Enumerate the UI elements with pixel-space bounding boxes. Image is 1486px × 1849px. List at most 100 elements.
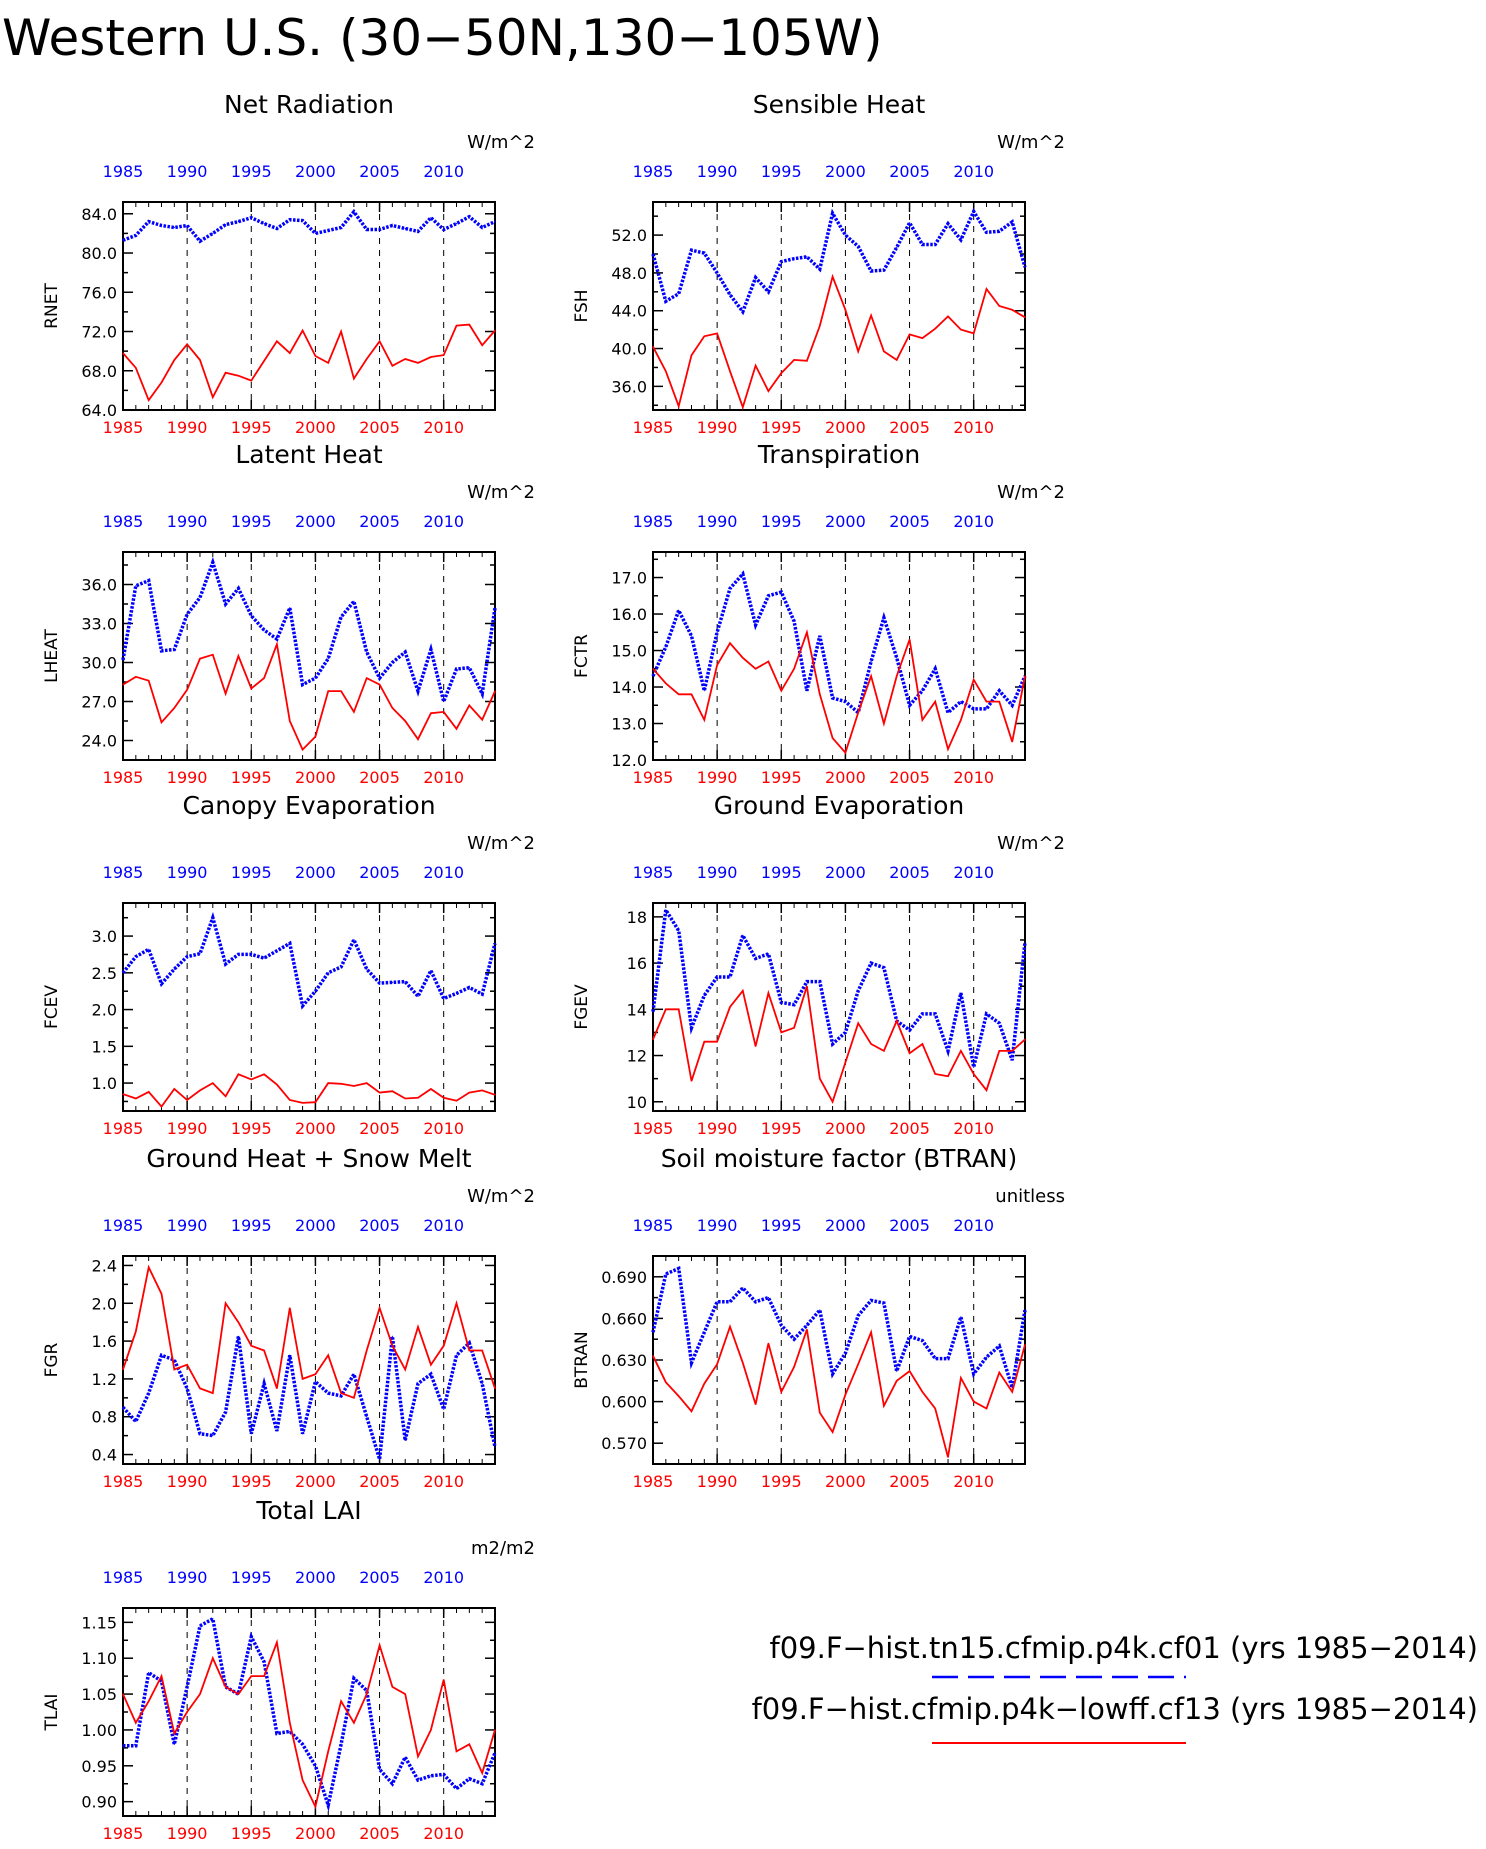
- x-tick-label-bottom: 2010: [953, 418, 994, 437]
- data-point-case1: [908, 704, 911, 706]
- x-tick-label-bottom: 2010: [423, 1824, 464, 1843]
- x-tick-label-bottom: 2000: [295, 1472, 336, 1491]
- data-point-case1: [135, 1745, 137, 1747]
- data-point-case2: [844, 1394, 847, 1396]
- data-point-case1: [481, 993, 483, 995]
- data-point-case2: [767, 992, 770, 994]
- data-point-case1: [417, 995, 419, 997]
- series-line-case2: [122, 640, 496, 752]
- x-tick-label-bottom: 2010: [423, 768, 464, 787]
- x-tick-label-top: 1985: [103, 162, 144, 181]
- data-point-case2: [896, 1020, 898, 1022]
- data-point-case2: [780, 1031, 782, 1034]
- data-point-case2: [703, 1382, 705, 1385]
- data-point-case2: [1024, 1344, 1026, 1346]
- y-tick-label: 36.0: [81, 576, 117, 595]
- data-point-case1: [947, 711, 949, 714]
- data-point-case2: [404, 1368, 406, 1371]
- series-line-case1: [651, 904, 1027, 1068]
- y-tick-label: 0.90: [81, 1793, 117, 1812]
- data-point-case2: [806, 360, 808, 362]
- data-point-case2: [289, 1722, 291, 1724]
- data-point-case2: [160, 381, 163, 384]
- y-tick-label: 30.0: [81, 654, 117, 673]
- data-point-case2: [494, 1387, 496, 1389]
- data-point-case1: [780, 591, 782, 593]
- y-tick-label: 0.4: [92, 1446, 117, 1465]
- data-point-case2: [160, 1293, 163, 1295]
- series-line-case1: [651, 570, 1027, 716]
- data-point-case2: [443, 1679, 445, 1681]
- data-point-case2: [443, 1097, 445, 1099]
- x-tick-label-bottom: 2010: [423, 1472, 464, 1491]
- data-point-case2: [896, 675, 898, 677]
- data-point-case2: [314, 1373, 317, 1375]
- y-tick-label: 1.0: [92, 1074, 117, 1093]
- units-label: unitless: [995, 1186, 1065, 1207]
- panel-btran: Soil moisture factor (BTRAN) unitless BTRA…: [572, 1144, 1065, 1491]
- data-point-case2: [237, 1693, 240, 1695]
- data-point-case1: [212, 1435, 214, 1437]
- data-point-case2: [652, 1038, 654, 1040]
- y-tick-label: 0.630: [601, 1351, 647, 1370]
- x-tick-label-bottom: 2005: [359, 1119, 400, 1138]
- x-tick-label-bottom: 1985: [103, 1472, 144, 1491]
- data-point-case2: [857, 711, 859, 714]
- data-point-case1: [934, 1013, 936, 1015]
- data-point-case1: [767, 953, 770, 955]
- data-point-case1: [908, 222, 911, 224]
- x-tick-label-bottom: 1990: [697, 1472, 738, 1491]
- data-point-case2: [481, 719, 483, 721]
- x-tick-label-bottom: 1985: [633, 768, 674, 787]
- data-point-case2: [494, 1094, 496, 1096]
- panel-title: Ground Heat + Snow Melt: [146, 1144, 471, 1173]
- data-point-case2: [340, 1083, 342, 1085]
- data-point-case1: [148, 1671, 150, 1674]
- y-axis-label: FSH: [572, 289, 592, 322]
- data-point-case2: [960, 329, 962, 331]
- data-point-case1: [353, 939, 355, 941]
- panel-fctr: Transpiration W/m^2 FCTR 1985 1985 1990 1990 19…: [572, 440, 1065, 787]
- data-point-case2: [998, 1050, 1000, 1052]
- data-point-case1: [468, 1778, 470, 1780]
- data-point-case2: [250, 379, 252, 382]
- data-point-case2: [481, 1349, 483, 1352]
- data-point-case1: [780, 1324, 782, 1326]
- data-point-case2: [455, 1100, 458, 1102]
- data-point-case1: [921, 243, 923, 246]
- data-point-case2: [199, 1693, 201, 1695]
- x-tick-label-bottom: 2010: [423, 1119, 464, 1138]
- data-point-case1: [716, 976, 718, 978]
- y-tick-label: 14.0: [611, 678, 647, 697]
- data-point-case1: [960, 239, 962, 241]
- series-line-case2: [652, 1323, 1026, 1458]
- data-point-case1: [263, 222, 265, 225]
- data-point-case2: [960, 719, 962, 721]
- data-point-case1: [819, 1309, 821, 1311]
- x-tick-label-top: 2010: [423, 1216, 464, 1235]
- data-point-case1: [250, 1433, 252, 1435]
- x-tick-label-bottom: 1990: [697, 768, 738, 787]
- data-point-case2: [148, 399, 150, 401]
- data-point-case1: [665, 1273, 667, 1275]
- data-point-case1: [327, 658, 329, 660]
- data-point-case1: [186, 1686, 188, 1688]
- data-point-case2: [237, 375, 240, 377]
- data-point-case2: [998, 1371, 1000, 1374]
- data-point-case2: [468, 324, 470, 326]
- data-point-case1: [173, 226, 175, 229]
- data-point-case1: [934, 243, 936, 246]
- data-point-case2: [301, 749, 304, 751]
- data-point-case1: [340, 1395, 342, 1397]
- data-point-case1: [276, 227, 278, 230]
- data-point-case1: [378, 228, 381, 231]
- data-point-case2: [199, 1387, 201, 1389]
- data-point-case2: [690, 1080, 693, 1082]
- y-tick-label: 64.0: [81, 401, 117, 420]
- data-point-case2: [135, 676, 137, 678]
- data-point-case1: [417, 230, 419, 233]
- panel-tlai: Total LAI m2/m2 TLAI 1985 1985 1990 1990 1995 19…: [42, 1496, 535, 1843]
- y-axis-label: LHEAT: [42, 629, 62, 683]
- main-title: Western U.S. (30−50N,130−105W): [2, 9, 883, 67]
